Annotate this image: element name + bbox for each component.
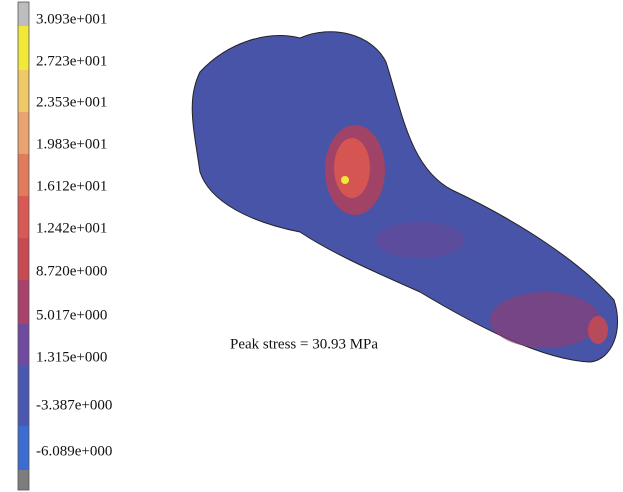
legend-label: 1.242e+001	[36, 220, 107, 236]
swatch	[18, 196, 29, 238]
swatch	[18, 324, 29, 366]
swatch	[18, 2, 29, 26]
color-bar-frame	[17, 1, 30, 491]
legend-label: 1.612e+001	[36, 178, 107, 194]
swatch	[18, 154, 29, 196]
stress-zone	[334, 138, 370, 198]
legend-label: 2.353e+001	[36, 94, 107, 110]
legend-label: 1.983e+001	[36, 136, 107, 152]
legend-label: 8.720e+000	[36, 263, 107, 279]
swatch	[18, 238, 29, 280]
color-bar	[17, 1, 30, 491]
swatch	[18, 426, 29, 470]
legend-label: 2.723e+001	[36, 53, 107, 69]
swatch	[18, 26, 29, 70]
stress-zone	[588, 316, 608, 344]
model	[191, 31, 618, 363]
swatch	[18, 280, 29, 324]
peak-point	[341, 176, 349, 184]
swatch	[18, 112, 29, 154]
annotation: Peak stress = 30.93 MPa	[230, 336, 378, 352]
swatch	[18, 366, 29, 426]
hand-shape	[191, 31, 618, 363]
stress-zone	[375, 222, 465, 258]
legend-label: 3.093e+001	[36, 11, 107, 27]
legend-label: -6.089e+000	[36, 443, 112, 459]
stress-zone	[490, 292, 600, 348]
swatch	[18, 70, 29, 112]
legend-labels: 3.093e+001 2.723e+001 2.353e+001 1.983e+001…	[36, 11, 112, 459]
legend-label: 5.017e+000	[36, 307, 107, 323]
legend-label: 1.315e+000	[36, 349, 107, 365]
legend-label: -3.387e+000	[36, 397, 112, 413]
swatch	[18, 470, 29, 490]
